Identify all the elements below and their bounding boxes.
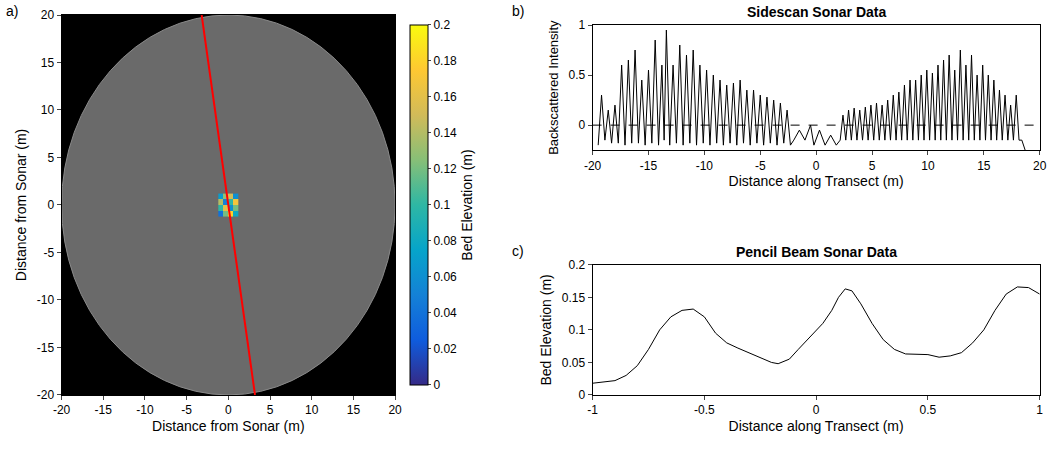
svg-text:c): c) bbox=[512, 243, 524, 259]
svg-text:0: 0 bbox=[579, 118, 586, 132]
svg-text:0.06: 0.06 bbox=[433, 270, 457, 284]
svg-text:-10: -10 bbox=[37, 293, 55, 307]
svg-text:-15: -15 bbox=[37, 341, 55, 355]
svg-text:20: 20 bbox=[41, 8, 55, 22]
svg-text:0.14: 0.14 bbox=[433, 126, 457, 140]
svg-text:5: 5 bbox=[48, 151, 55, 165]
svg-text:0.5: 0.5 bbox=[569, 68, 586, 82]
svg-text:-5: -5 bbox=[755, 159, 766, 173]
svg-text:0.2: 0.2 bbox=[569, 258, 586, 272]
svg-text:1: 1 bbox=[1036, 403, 1043, 417]
svg-text:0.08: 0.08 bbox=[433, 234, 457, 248]
svg-text:0.15: 0.15 bbox=[562, 291, 586, 305]
svg-text:0: 0 bbox=[433, 378, 440, 392]
svg-text:Pencil Beam Sonar Data: Pencil Beam Sonar Data bbox=[736, 244, 897, 260]
svg-text:15: 15 bbox=[41, 56, 55, 70]
svg-text:0: 0 bbox=[813, 403, 820, 417]
svg-text:15: 15 bbox=[977, 159, 991, 173]
svg-text:10: 10 bbox=[305, 403, 319, 417]
svg-text:5: 5 bbox=[869, 159, 876, 173]
svg-text:0.18: 0.18 bbox=[433, 54, 457, 68]
svg-text:Distance from Sonar (m): Distance from Sonar (m) bbox=[152, 418, 304, 434]
svg-text:0.5: 0.5 bbox=[920, 403, 937, 417]
svg-text:0: 0 bbox=[579, 388, 586, 402]
svg-text:0.02: 0.02 bbox=[433, 342, 457, 356]
svg-text:1: 1 bbox=[579, 18, 586, 32]
svg-text:0.05: 0.05 bbox=[562, 356, 586, 370]
svg-text:Sidescan Sonar Data: Sidescan Sonar Data bbox=[747, 4, 886, 20]
svg-text:0.2: 0.2 bbox=[433, 18, 450, 32]
svg-text:a): a) bbox=[6, 3, 18, 19]
svg-text:20: 20 bbox=[1033, 159, 1047, 173]
svg-text:Bed Elevation (m): Bed Elevation (m) bbox=[538, 274, 554, 385]
svg-text:-5: -5 bbox=[44, 246, 55, 260]
svg-text:-20: -20 bbox=[37, 388, 55, 402]
svg-text:b): b) bbox=[512, 3, 524, 19]
svg-text:20: 20 bbox=[388, 403, 402, 417]
svg-text:Distance from Sonar (m): Distance from Sonar (m) bbox=[13, 129, 29, 281]
svg-text:Distance along Transect (m): Distance along Transect (m) bbox=[729, 173, 904, 189]
svg-text:-20: -20 bbox=[584, 159, 602, 173]
svg-text:0.12: 0.12 bbox=[433, 162, 457, 176]
svg-text:-15: -15 bbox=[95, 403, 113, 417]
svg-text:0.1: 0.1 bbox=[569, 323, 586, 337]
svg-text:10: 10 bbox=[41, 103, 55, 117]
svg-text:0.1: 0.1 bbox=[433, 198, 450, 212]
svg-text:-15: -15 bbox=[640, 159, 658, 173]
svg-text:5: 5 bbox=[267, 403, 274, 417]
svg-text:15: 15 bbox=[347, 403, 361, 417]
svg-text:-20: -20 bbox=[53, 403, 71, 417]
svg-text:0: 0 bbox=[813, 159, 820, 173]
svg-text:-5: -5 bbox=[181, 403, 192, 417]
svg-text:0.16: 0.16 bbox=[433, 90, 457, 104]
svg-text:0.04: 0.04 bbox=[433, 306, 457, 320]
svg-text:Bed Elevation (m): Bed Elevation (m) bbox=[459, 149, 475, 260]
svg-text:0: 0 bbox=[48, 198, 55, 212]
svg-text:-1: -1 bbox=[587, 403, 598, 417]
svg-text:-10: -10 bbox=[136, 403, 154, 417]
svg-text:Distance along Transect (m): Distance along Transect (m) bbox=[729, 418, 904, 434]
svg-text:-0.5: -0.5 bbox=[694, 403, 715, 417]
svg-text:Backscattered Intensity: Backscattered Intensity bbox=[546, 20, 561, 155]
svg-text:10: 10 bbox=[921, 159, 935, 173]
svg-text:-10: -10 bbox=[696, 159, 714, 173]
svg-text:0: 0 bbox=[225, 403, 232, 417]
